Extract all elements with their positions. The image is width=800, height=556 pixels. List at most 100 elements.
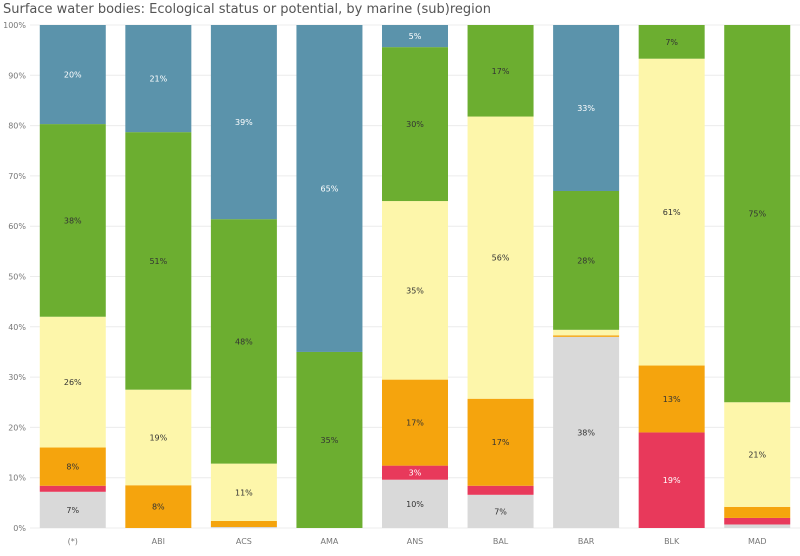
x-tick-label: AMA	[321, 537, 339, 546]
bar-segment-unknown-0	[39, 491, 106, 528]
x-tick-label: BLK	[664, 537, 680, 546]
data-label: 17%	[492, 438, 510, 447]
bar-segment-high-0	[39, 25, 106, 125]
data-label: 28%	[577, 256, 595, 265]
bar-segment-poor-8	[724, 506, 791, 518]
y-tick-label: 0%	[13, 524, 26, 533]
data-label: 65%	[321, 184, 339, 193]
bar-segment-unknown-5	[467, 494, 534, 528]
bar-segment-good-0	[39, 124, 106, 317]
bar-segment-moderate-0	[39, 316, 106, 448]
y-tick-label: 20%	[8, 423, 26, 432]
bar-segment-poor-0	[39, 447, 106, 486]
data-label: 39%	[235, 118, 253, 127]
axes: 0% 10% 20% 30% 40% 50% 60% 70% 80% 90% 100% (*) ABI A…	[3, 21, 766, 546]
bar-segment-bad-0	[39, 485, 106, 492]
bar-segment-good-3	[296, 351, 363, 528]
bar-segment-good-8	[724, 25, 791, 403]
data-label: 11%	[235, 488, 253, 497]
data-label: 7%	[66, 506, 79, 515]
bar-segment-unknown-4	[382, 479, 448, 528]
data-label: 17%	[492, 67, 510, 76]
data-label: 13%	[663, 395, 681, 404]
x-tick-label: BAR	[578, 537, 595, 546]
bar-segment-high-2	[210, 25, 277, 220]
data-label: 48%	[235, 337, 253, 346]
y-tick-label: 60%	[8, 222, 26, 231]
y-tick-label: 10%	[8, 474, 26, 483]
bar-segment-poor-6	[553, 335, 620, 337]
bar-segment-bad-5	[467, 485, 534, 495]
data-label: 61%	[663, 208, 681, 217]
bar-segment-moderate-6	[553, 329, 620, 336]
data-label: 8%	[66, 463, 79, 472]
bar-segment-poor-7	[638, 365, 705, 433]
data-label: 35%	[406, 286, 424, 295]
data-label: 21%	[149, 75, 167, 84]
data-label: 3%	[409, 469, 422, 478]
data-label: 35%	[321, 436, 339, 445]
data-label: 7%	[494, 507, 507, 516]
bar-segment-bad-4	[382, 465, 448, 480]
y-tick-label: 50%	[8, 273, 26, 282]
y-tick-label: 100%	[3, 21, 26, 30]
data-label: 7%	[665, 38, 678, 47]
y-tick-label: 30%	[8, 373, 26, 382]
x-tick-label: ANS	[407, 537, 424, 546]
bar-segment-high-1	[125, 25, 192, 133]
bar-segment-high-4	[382, 25, 448, 48]
x-tick-label: MAD	[748, 537, 767, 546]
data-label: 26%	[64, 378, 82, 387]
data-label: 17%	[406, 419, 424, 428]
chart-title: Surface water bodies: Ecological status …	[3, 2, 491, 17]
bar-segment-good-5	[467, 25, 534, 117]
bar-segment-unknown-2	[210, 526, 277, 528]
x-tick-label: ACS	[236, 537, 252, 546]
data-label: 20%	[64, 71, 82, 80]
bar-segment-moderate-4	[382, 201, 448, 380]
data-label: 51%	[149, 257, 167, 266]
bar-segment-unknown-6	[553, 336, 620, 528]
bar-segment-moderate-7	[638, 58, 705, 366]
data-label: 38%	[577, 428, 595, 437]
bar-segment-good-6	[553, 190, 620, 330]
data-label: 75%	[748, 210, 766, 219]
bar-segment-high-3	[296, 25, 363, 352]
bar-segment-unknown-8	[724, 524, 791, 528]
y-tick-label: 80%	[8, 122, 26, 131]
y-tick-label: 90%	[8, 71, 26, 80]
data-label: 19%	[663, 476, 681, 485]
bar-segment-poor-4	[382, 379, 448, 466]
y-tick-label: 70%	[8, 172, 26, 181]
bar-segment-good-4	[382, 47, 448, 202]
bar-segment-moderate-5	[467, 116, 534, 399]
data-label: 21%	[748, 451, 766, 460]
bar-segment-moderate-2	[210, 463, 277, 521]
bar-segment-high-6	[553, 25, 620, 191]
data-labels: 7% 8% 26% 38% 20% 8% 19% 51% 21% 11% 48% 39% 35% 65% 1…	[64, 32, 767, 516]
data-label: 33%	[577, 104, 595, 113]
bar-segment-good-1	[125, 132, 192, 390]
bar-segment-good-7	[638, 25, 705, 59]
y-tick-label: 40%	[8, 323, 26, 332]
data-label: 10%	[406, 500, 424, 509]
x-tick-label: (*)	[68, 537, 78, 546]
data-label: 56%	[492, 254, 510, 263]
bar-segment-poor-5	[467, 398, 534, 486]
bar-segment-good-2	[210, 219, 277, 464]
bar-segment-moderate-1	[125, 389, 192, 486]
data-label: 19%	[149, 433, 167, 442]
x-tick-label: ABI	[152, 537, 165, 546]
data-label: 8%	[152, 503, 165, 512]
bar-segment-poor-2	[210, 520, 277, 527]
data-label: 30%	[406, 120, 424, 129]
x-tick-label: BAL	[493, 537, 509, 546]
bar-segment-bad-7	[638, 432, 705, 528]
data-label: 5%	[409, 32, 422, 41]
bar-segment-bad-8	[724, 517, 791, 525]
bar-segments	[39, 25, 791, 528]
data-label: 38%	[64, 216, 82, 225]
bar-segment-moderate-8	[724, 402, 791, 507]
bar-segment-poor-1	[125, 485, 192, 528]
